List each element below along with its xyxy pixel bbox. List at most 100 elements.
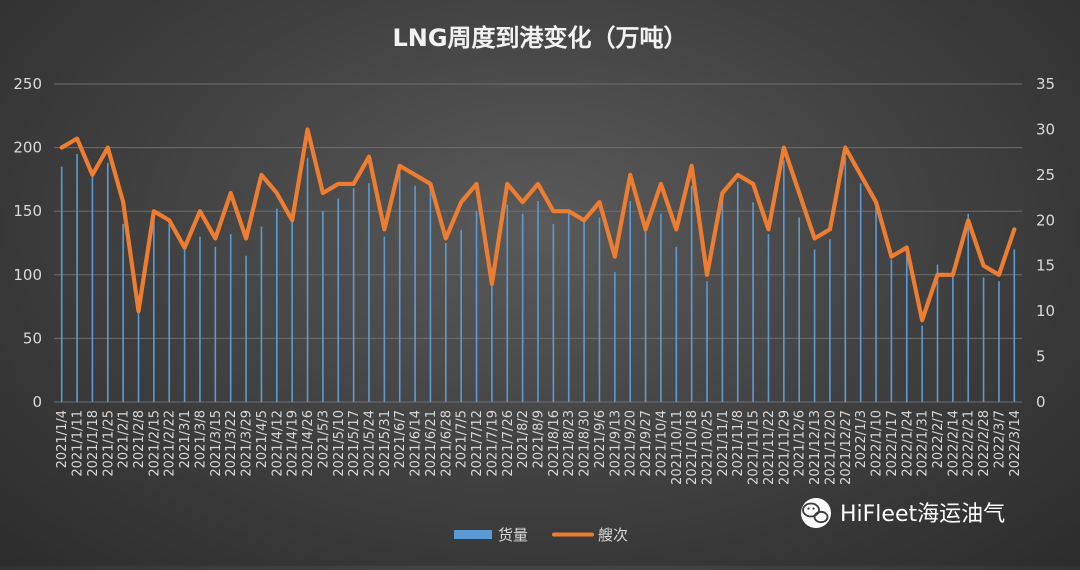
x-axis-tick-label: 2022/1/17 (885, 410, 900, 477)
bar (783, 160, 785, 402)
wechat-icon (801, 498, 831, 528)
x-axis-tick-label: 2022/1/24 (900, 410, 915, 477)
bar (614, 272, 616, 402)
right-axis-tick-label: 0 (1036, 393, 1046, 411)
bar (60, 166, 63, 402)
bar (383, 236, 386, 402)
bar (859, 183, 862, 402)
x-axis-tick-label: 2021/10/25 (701, 410, 716, 485)
right-y-axis: 0 5 10 15 20 25 30 35 (1036, 75, 1055, 411)
bar (537, 201, 539, 402)
bar (214, 246, 217, 402)
x-axis-tick-label: 2021/7/12 (470, 410, 485, 477)
bar (660, 213, 662, 402)
right-axis-tick-label: 5 (1036, 348, 1046, 366)
x-axis-tick-label: 2021/12/13 (808, 410, 823, 485)
bar (552, 223, 555, 402)
bar (137, 312, 140, 402)
bar (521, 213, 524, 402)
x-axis-tick-label: 2022/2/14 (946, 410, 961, 477)
line-series (59, 127, 1017, 323)
bar (260, 226, 263, 402)
watermark-text: HiFleet海运油气 (840, 502, 1005, 527)
bar (829, 239, 831, 402)
left-axis-tick-label: 200 (13, 139, 42, 157)
x-axis-tick-label: 2021/3/15 (209, 410, 224, 477)
bar (875, 204, 877, 402)
x-axis-tick-label: 2022/1/31 (916, 410, 931, 477)
bar (752, 202, 754, 402)
x-axis-tick-label: 2021/1/25 (101, 410, 116, 477)
x-axis-tick-label: 2022/2/7 (931, 410, 946, 468)
bar (491, 268, 493, 402)
x-axis-tick-label: 2021/4/5 (255, 410, 270, 468)
x-axis-tick-label: 2021/12/27 (839, 410, 854, 485)
bar (583, 221, 585, 402)
x-axis-tick-label: 2021/4/19 (286, 410, 301, 477)
watermark: HiFleet海运油气 (801, 498, 1005, 528)
x-axis-tick-label: 2021/8/23 (562, 410, 577, 477)
series-line (59, 127, 1017, 323)
x-axis-tick-label: 2021/9/20 (624, 410, 639, 477)
bar (445, 243, 447, 402)
x-axis-tick-label: 2021/11/1 (716, 410, 731, 477)
right-axis-tick-label: 35 (1036, 75, 1055, 93)
bar (475, 211, 478, 402)
bar (644, 226, 647, 402)
x-axis-tick-label: 2021/2/8 (132, 410, 147, 468)
bar (629, 201, 631, 402)
x-axis-tick-label: 2021/3/1 (178, 410, 193, 468)
right-axis-tick-label: 15 (1036, 257, 1055, 275)
legend-swatch-bar (454, 530, 492, 539)
x-axis-tick-label: 2021/8/2 (516, 410, 531, 468)
x-axis-tick-label: 2021/11/8 (731, 410, 746, 477)
left-axis-tick-label: 100 (13, 266, 42, 284)
bar (952, 274, 954, 402)
bar (106, 162, 109, 402)
x-axis-tick-label: 2022/2/28 (977, 410, 992, 477)
x-axis-tick-label: 2021/5/10 (332, 410, 347, 477)
bar (429, 188, 432, 402)
bar (905, 245, 908, 402)
right-axis-tick-label: 30 (1036, 120, 1055, 138)
legend-label-line: 艘次 (598, 526, 628, 544)
x-axis-tick-label: 2021/1/4 (55, 410, 70, 468)
x-axis-tick-label: 2021/7/26 (501, 410, 516, 477)
bar (721, 198, 724, 402)
x-axis-tick-label: 2021/12/20 (823, 410, 838, 485)
x-axis-tick-label: 2021/9/27 (639, 410, 654, 477)
bar (675, 246, 678, 402)
bar (183, 249, 186, 402)
x-axis-tick-label: 2021/3/29 (240, 410, 255, 477)
x-axis-tick-label: 2021/5/24 (362, 410, 377, 477)
x-axis-tick-label: 2021/5/31 (378, 410, 393, 477)
bar (967, 213, 970, 402)
bar (245, 255, 247, 402)
x-axis-tick-label: 2021/2/22 (163, 410, 178, 477)
left-axis-tick-label: 250 (13, 75, 42, 93)
x-axis-tick-label: 2021/9/6 (593, 410, 608, 468)
x-axis-tick-label: 2022/2/21 (962, 410, 977, 477)
bar (398, 169, 401, 402)
bar (813, 249, 816, 402)
bar (706, 281, 708, 402)
bar (322, 211, 324, 402)
bar (122, 223, 124, 402)
bar (168, 223, 171, 402)
bar (982, 277, 985, 402)
x-axis-tick-label: 2021/7/5 (455, 410, 470, 468)
x-axis-tick-label: 2021/10/18 (685, 410, 700, 485)
bar (798, 217, 801, 402)
x-axis-tick-label: 2021/6/21 (424, 410, 439, 477)
x-axis-tick-label: 2021/8/16 (547, 410, 562, 477)
x-axis-tick-label: 2021/4/26 (301, 410, 316, 477)
bar (460, 230, 462, 402)
left-axis-tick-label: 0 (32, 393, 42, 411)
bar (998, 281, 1000, 402)
x-axis-tick-label: 2022/3/14 (1008, 410, 1023, 477)
x-axis-tick-label: 2021/4/12 (270, 410, 285, 477)
legend: 货量 艘次 (454, 526, 628, 544)
x-axis-tick-label: 2021/8/30 (578, 410, 593, 477)
bar (736, 181, 739, 402)
